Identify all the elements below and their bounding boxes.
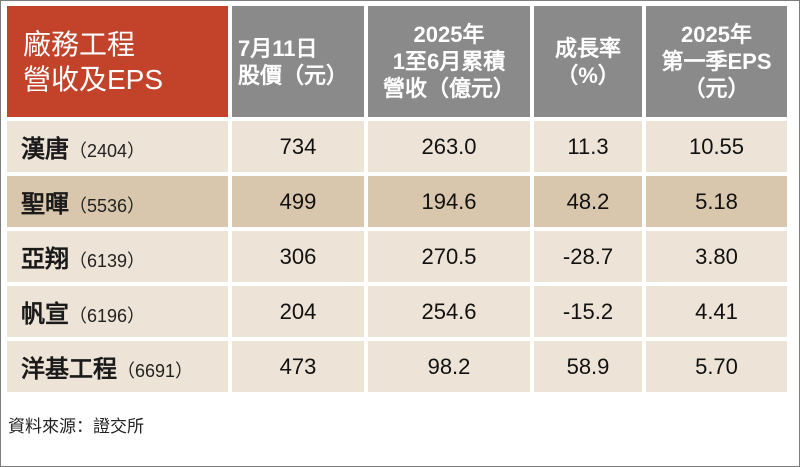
company-cell: 帆宣（6196） (7, 286, 232, 341)
company-cell: 聖暉（5536） (7, 176, 232, 231)
price-cell: 499 (232, 176, 368, 231)
growth-cell: 58.9 (534, 341, 646, 396)
stock-code: （6139） (69, 251, 146, 271)
growth-cell: -15.2 (534, 286, 646, 341)
company-cell: 洋基工程（6691） (7, 341, 232, 396)
price-cell: 734 (232, 121, 368, 176)
data-table: 廠務工程 營收及EPS 7月11日 股價（元） 2025年 1至6月累積 營收（… (7, 6, 787, 396)
revenue-cell: 98.2 (368, 341, 534, 396)
company-name: 漢唐 (21, 134, 69, 163)
price-cell: 204 (232, 286, 368, 341)
eps-cell: 5.18 (646, 176, 787, 231)
company-name: 洋基工程 (21, 354, 117, 383)
eps-cell: 4.41 (646, 286, 787, 341)
eps-cell: 10.55 (646, 121, 787, 176)
header-price: 7月11日 股價（元） (232, 6, 368, 121)
company-name: 聖暉 (21, 189, 69, 218)
header-growth: 成長率 （%） (534, 6, 646, 121)
growth-cell: -28.7 (534, 231, 646, 286)
company-name: 亞翔 (21, 244, 69, 273)
table-title: 廠務工程 營收及EPS (7, 6, 232, 121)
revenue-cell: 270.5 (368, 231, 534, 286)
stock-code: （6196） (69, 306, 146, 326)
price-cell: 473 (232, 341, 368, 396)
table-row: 洋基工程（6691） 473 98.2 58.9 5.70 (7, 341, 787, 396)
company-name: 帆宣 (21, 299, 69, 328)
price-cell: 306 (232, 231, 368, 286)
table-row: 亞翔（6139） 306 270.5 -28.7 3.80 (7, 231, 787, 286)
header-revenue: 2025年 1至6月累積 營收（億元） (368, 6, 534, 121)
header-row: 廠務工程 營收及EPS 7月11日 股價（元） 2025年 1至6月累積 營收（… (7, 6, 787, 121)
eps-cell: 5.70 (646, 341, 787, 396)
company-cell: 漢唐（2404） (7, 121, 232, 176)
stock-code: （2404） (69, 141, 146, 161)
stock-code: （5536） (69, 196, 146, 216)
revenue-cell: 263.0 (368, 121, 534, 176)
company-cell: 亞翔（6139） (7, 231, 232, 286)
growth-cell: 11.3 (534, 121, 646, 176)
eps-cell: 3.80 (646, 231, 787, 286)
table-row: 帆宣（6196） 204 254.6 -15.2 4.41 (7, 286, 787, 341)
stock-code: （6691） (117, 361, 194, 381)
source-note: 資料來源：證交所 (8, 417, 144, 436)
revenue-cell: 254.6 (368, 286, 534, 341)
table-row: 漢唐（2404） 734 263.0 11.3 10.55 (7, 121, 787, 176)
header-eps: 2025年 第一季EPS （元） (646, 6, 787, 121)
growth-cell: 48.2 (534, 176, 646, 231)
table-row: 聖暉（5536） 499 194.6 48.2 5.18 (7, 176, 787, 231)
revenue-cell: 194.6 (368, 176, 534, 231)
